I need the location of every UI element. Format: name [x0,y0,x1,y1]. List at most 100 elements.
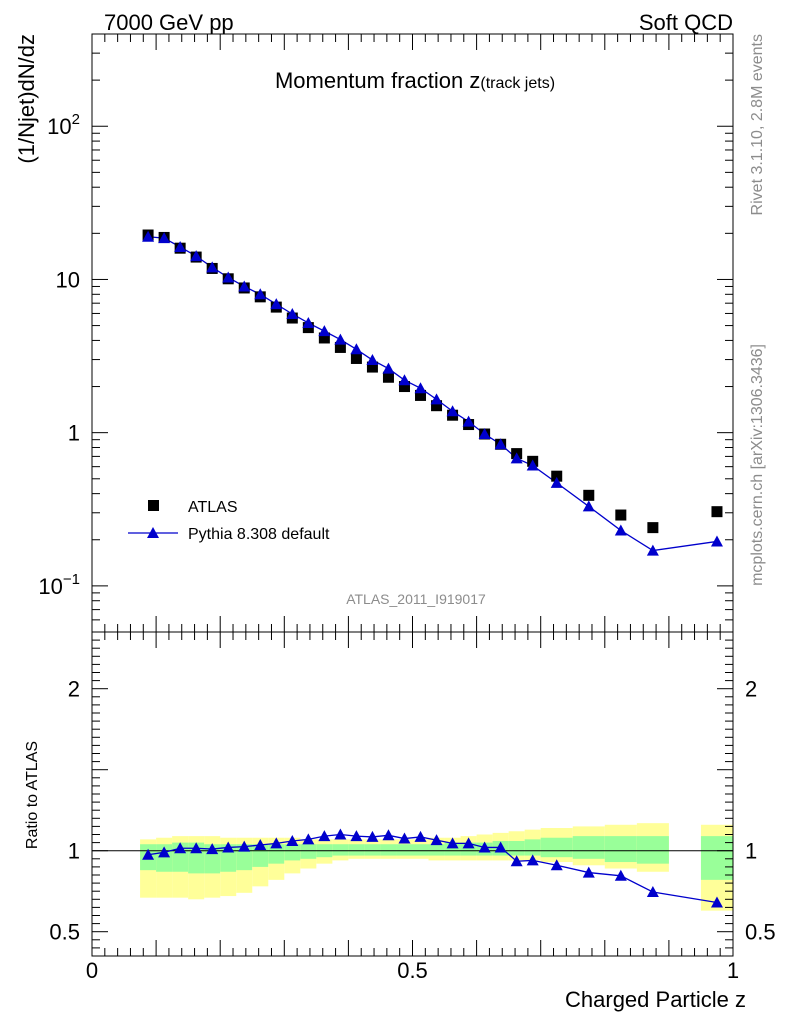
ratio-point [430,834,443,846]
ratio-point [206,843,219,855]
ratio-point [398,832,411,844]
mc-point [222,271,235,283]
ratio-y-axis-label: Ratio to ATLAS [24,741,41,849]
x-tick-label: 0 [86,958,98,983]
main-y-tick-label-exponent: −1 [63,571,80,588]
ratio-point [366,830,379,842]
main-y-tick-label-base: 10 [38,574,62,599]
band-inner [332,844,349,856]
mc-point [174,240,187,252]
ratio-point [550,859,563,871]
ratio-point [142,848,155,860]
mc-point [238,280,251,292]
ratio-y-tick-label-right: 2 [745,677,757,702]
ratio-point [710,896,723,908]
mc-point [254,288,267,300]
ratio-point [582,866,595,878]
data-point [583,489,595,501]
ratio-point [494,841,507,853]
ratio-point [478,841,491,853]
main-title-variable: z [469,68,480,93]
mc-point [510,452,523,464]
ratio-point [510,855,523,867]
ratio-point [414,830,427,842]
mc-point [646,544,659,556]
mc-point [430,393,443,405]
side-label-bottom: mcplots.cern.ch [arXiv:1306.3436] [749,344,766,586]
band-inner [284,844,301,861]
legend-data-marker [148,500,159,511]
ratio-point [646,886,659,898]
data-point [647,522,659,534]
band-inner [604,836,637,863]
ratio-point [286,834,299,846]
mc-point [142,230,155,242]
main-y-axis-label: (1/Njet)dN/dz [14,34,39,164]
analysis-watermark: ATLAS_2011_I919017 [346,591,486,607]
data-point [615,509,627,521]
data-point [334,341,346,353]
band-inner [364,844,381,856]
ratio-y-tick-label-left: 2 [68,677,80,702]
ratio-y-tick-label-left: 1 [68,839,80,864]
main-series [142,229,723,556]
ratio-y-tick-label-right: 0.5 [745,920,776,945]
main-title-text: Momentum fraction [275,68,469,93]
ratio-point [614,869,627,881]
ratio-point [318,830,331,842]
main-y-tick-label-base: 10 [47,114,71,139]
band-inner [636,836,669,864]
band-inner [300,844,317,859]
mc-point [494,438,507,450]
ratio-point [254,839,267,851]
mc-point [206,261,219,273]
mc-point [286,308,299,320]
mc-point [446,405,459,417]
ratio-point [462,837,475,849]
ratio-panel: 0.5 0.51 12 20 0.5 1 Ratio to ATLAS Charged P… [24,631,776,1012]
mc-point [334,333,347,345]
band-inner [428,844,445,856]
mc-point [582,500,595,512]
ratio-y-tick-label-right: 1 [745,839,757,864]
data-point [382,371,394,383]
mc-point [382,362,395,374]
band-inner [524,839,541,856]
side-label-top: Rivet 3.1.10, 2.8M events [749,34,766,215]
ratio-point [158,846,171,858]
mc-point [270,298,283,310]
ratio-point [382,829,395,841]
ratio-point [302,833,315,845]
band-inner [508,840,525,856]
mc-point [190,250,203,262]
band-inner [412,844,429,856]
ratio-point [270,837,283,849]
band-inner [268,844,285,864]
ratio-series [142,828,723,908]
band-inner [380,844,397,856]
mc-point [614,524,627,536]
x-tick-label: 1 [727,958,739,983]
ratio-point [334,828,347,840]
legend: ATLAS Pythia 8.308 default [128,499,330,543]
band-inner [540,837,573,858]
data-point [398,381,410,393]
data-point [711,506,723,518]
x-tick-label: 0.5 [397,958,428,983]
data-point [350,352,362,364]
legend-data-label: ATLAS [188,499,238,516]
band-inner [700,836,733,880]
mc-point [302,316,315,328]
x-axis-label: Charged Particle z [565,987,746,1012]
data-point [415,389,427,401]
main-y-tick-label: 1 [68,421,80,446]
ratio-point [526,854,539,866]
ratio-plot-frame [91,631,734,957]
mc-point [550,476,563,488]
main-title: Momentum fraction z(track jets) [275,68,555,93]
data-point [366,361,378,373]
main-y-tick-label: 102 [47,111,80,139]
header-left: 7000 GeV pp [104,10,234,35]
mc-point [414,382,427,394]
